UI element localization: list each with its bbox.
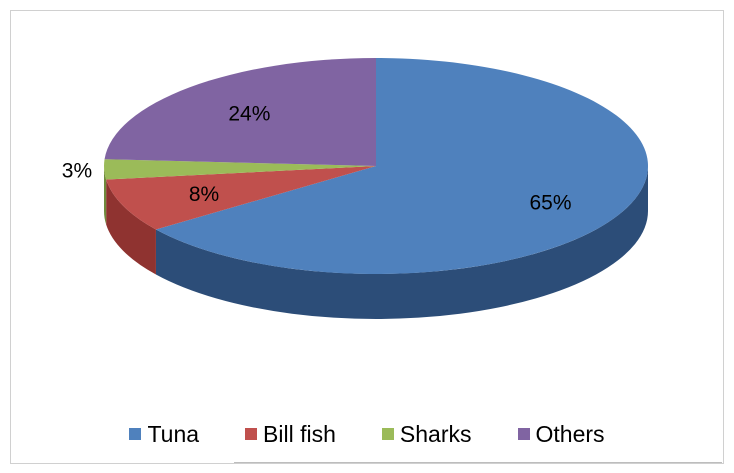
frame-bottom-line bbox=[234, 462, 722, 463]
legend: Tuna Bill fish Sharks Others bbox=[0, 414, 734, 454]
pie-slice-tuna bbox=[155, 58, 648, 274]
legend-label-sharks: Sharks bbox=[399, 420, 472, 447]
pie-slice-others bbox=[104, 58, 376, 166]
legend-swatch-others bbox=[517, 428, 530, 440]
legend-label-tuna: Tuna bbox=[147, 420, 200, 447]
pie-sides bbox=[104, 166, 648, 319]
pie-side-tuna bbox=[155, 166, 648, 319]
legend-item-bill-fish: Bill fish bbox=[245, 414, 336, 454]
pie-slice-bill-fish bbox=[106, 166, 376, 230]
data-label-tuna: 65% bbox=[529, 191, 571, 214]
data-label-others: 24% bbox=[228, 102, 270, 125]
pie-side-bill-fish bbox=[106, 179, 156, 275]
legend-swatch-bill-fish bbox=[245, 428, 258, 440]
pie-tops bbox=[103, 58, 648, 274]
data-label-sharks: 3% bbox=[62, 159, 92, 182]
data-label-bill-fish: 8% bbox=[189, 183, 219, 206]
legend-label-others: Others bbox=[535, 420, 605, 447]
legend-swatch-tuna bbox=[129, 428, 142, 440]
pie-slice-sharks bbox=[103, 159, 376, 180]
legend-item-sharks: Sharks bbox=[381, 414, 472, 454]
legend-item-others: Others bbox=[517, 414, 605, 454]
legend-label-bill-fish: Bill fish bbox=[263, 420, 336, 447]
pie-labels: 65% 8% 3% 24% bbox=[62, 102, 572, 214]
legend-item-tuna: Tuna bbox=[129, 414, 199, 454]
pie-side-sharks bbox=[104, 166, 107, 225]
legend-swatch-sharks bbox=[381, 428, 394, 440]
